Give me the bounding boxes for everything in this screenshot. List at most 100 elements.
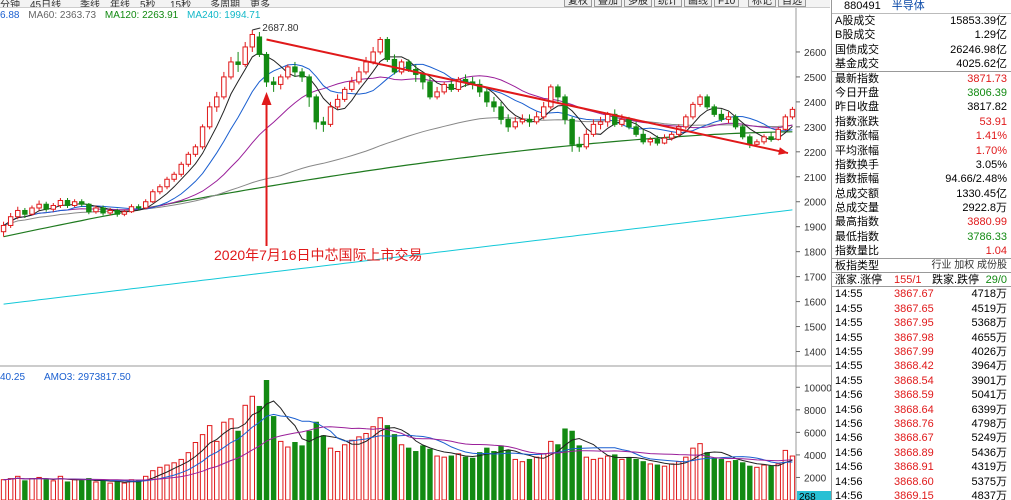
tick-price: 3868.42: [894, 360, 934, 373]
stat-row-label: 昨日收盘: [835, 101, 879, 114]
volume-bar: [71, 479, 78, 500]
volume-bar: [413, 451, 419, 500]
toolbar-button[interactable]: 统计: [654, 0, 682, 7]
up-count-label: 涨家.涨停: [835, 274, 883, 287]
tick-time: 14:55: [835, 288, 863, 301]
candle-body: [292, 66, 298, 73]
tick-time: 14:55: [835, 317, 863, 330]
stat-row: 昨日收盘 3817.82: [832, 100, 1011, 114]
market-row: A股成交 15853.39亿: [832, 14, 1011, 28]
volume-bar: [157, 466, 163, 500]
tick-list[interactable]: 14:55 3867.67 4718万 14:55 3867.65 4519万 14:55 3…: [832, 287, 1011, 500]
candle-body: [654, 138, 661, 144]
toolbar-button[interactable]: 画线: [684, 0, 712, 7]
tick-volume: 4718万: [971, 288, 1007, 301]
volume-bar: [704, 452, 710, 500]
volume-bar: [789, 455, 796, 500]
down-count-value: 29/0: [985, 274, 1007, 287]
period-tab[interactable]: 季线: [80, 0, 100, 8]
period-tab[interactable]: 15秒: [170, 0, 192, 8]
stat-row-label: 指数涨幅: [835, 130, 879, 143]
price-axis-label: 2500: [804, 73, 827, 84]
candle-body: [50, 204, 57, 210]
candle-body: [754, 141, 760, 145]
volume-ma-line: [3, 413, 793, 482]
period-tab[interactable]: 45日线: [30, 0, 62, 8]
candle-body: [690, 103, 696, 118]
candle-body: [405, 61, 412, 70]
toolbar-button[interactable]: 复权: [564, 0, 592, 7]
stat-row: 指数涨跌 53.91: [832, 115, 1011, 129]
stat-row-value: 1.41%: [975, 130, 1007, 143]
candle-body: [491, 101, 497, 108]
price-axis-label: 2600: [804, 48, 827, 59]
stat-row: 最高指数 3880.99: [832, 215, 1011, 229]
stat-row-label: 指数换手: [835, 158, 879, 171]
volume-bar: [590, 458, 597, 500]
tick-time: 14:56: [835, 389, 863, 402]
tick-row: 14:56 3868.67 5249万: [832, 431, 1011, 445]
candle-body: [427, 81, 433, 98]
stat-row-label: 平均涨幅: [835, 144, 879, 157]
stat-row-label: 指数量比: [835, 245, 879, 258]
candle-body: [349, 81, 355, 90]
candle-body: [377, 38, 383, 53]
candle-body: [519, 118, 526, 123]
volume-bar: [612, 454, 618, 500]
tick-price: 3867.67: [894, 288, 934, 301]
toolbar-button[interactable]: F10: [714, 0, 740, 7]
volume-bar: [405, 447, 412, 500]
candle-body: [306, 76, 312, 98]
volume-bar: [22, 480, 28, 500]
toolbar-button[interactable]: 自选: [778, 0, 806, 7]
candle-body: [242, 46, 248, 65]
candle-body: [583, 133, 590, 148]
stat-row: 总成交额 1330.45亿: [832, 187, 1011, 201]
volume-bar: [249, 395, 256, 500]
volume-bar: [540, 453, 547, 500]
volume-bar: [754, 466, 760, 500]
stat-row: 平均涨幅 1.70%: [832, 144, 1011, 158]
period-tab[interactable]: 分钟: [0, 0, 20, 8]
volume-bar: [107, 482, 113, 500]
volume-bar: [256, 405, 263, 500]
candle-body: [356, 71, 362, 83]
candle-body: [341, 88, 348, 100]
candle-body: [768, 136, 774, 140]
volume-bar: [384, 425, 391, 500]
candle-body: [434, 91, 440, 98]
stat-row: 指数振幅 94.66/2.48%: [832, 172, 1011, 186]
toolbar-button[interactable]: 多股: [624, 0, 652, 7]
candle-body: [384, 38, 391, 60]
candle-body: [22, 209, 28, 215]
tick-price: 3868.91: [894, 461, 934, 474]
tick-time: 14:56: [835, 417, 863, 430]
tick-price: 3867.95: [894, 317, 934, 330]
candle-body: [327, 106, 334, 125]
candle-body: [150, 191, 156, 203]
kline-chart[interactable]: 2600 2500 2400 2300 2200 2100 2000 1900 1800 1700…: [0, 8, 831, 500]
event-annotation: 2020年7月16日中芯国际上市交易: [214, 247, 423, 263]
volume-axis-label: 6000: [804, 428, 827, 439]
peak-pointer: [252, 27, 261, 31]
tick-time: 14:55: [835, 345, 863, 358]
candle-body: [725, 116, 732, 120]
period-tab[interactable]: 多周期: [210, 0, 240, 8]
toolbar-button[interactable]: 叠加: [594, 0, 622, 7]
breadth-row: 涨家.涨停 155/1 跌家.跌停 29/0: [832, 273, 1011, 288]
stat-row-value: 1330.45亿: [956, 187, 1007, 200]
toolbar-button[interactable]: 标记: [748, 0, 776, 7]
tick-row: 14:55 3867.67 4718万: [832, 287, 1011, 301]
index-name[interactable]: 半导体: [891, 0, 925, 12]
volume-bar: [135, 480, 142, 500]
period-tab[interactable]: 更多: [250, 0, 270, 8]
period-tab[interactable]: 年线: [110, 0, 130, 8]
chart-toolbar: 分钟 45日线 季线 年线 5秒 15秒 多周期 更多 复权 叠加 多股 统计 画线 F10 标记 自选: [0, 0, 830, 8]
volume-bar: [36, 476, 42, 500]
up-count-value: 155/1: [894, 274, 922, 287]
candle-body: [683, 116, 689, 128]
period-tab[interactable]: 5秒: [140, 0, 156, 8]
sector-type-options[interactable]: 行业 加权 成份股: [931, 259, 1007, 271]
volume-bar: [690, 447, 696, 500]
volume-bar: [462, 456, 469, 500]
